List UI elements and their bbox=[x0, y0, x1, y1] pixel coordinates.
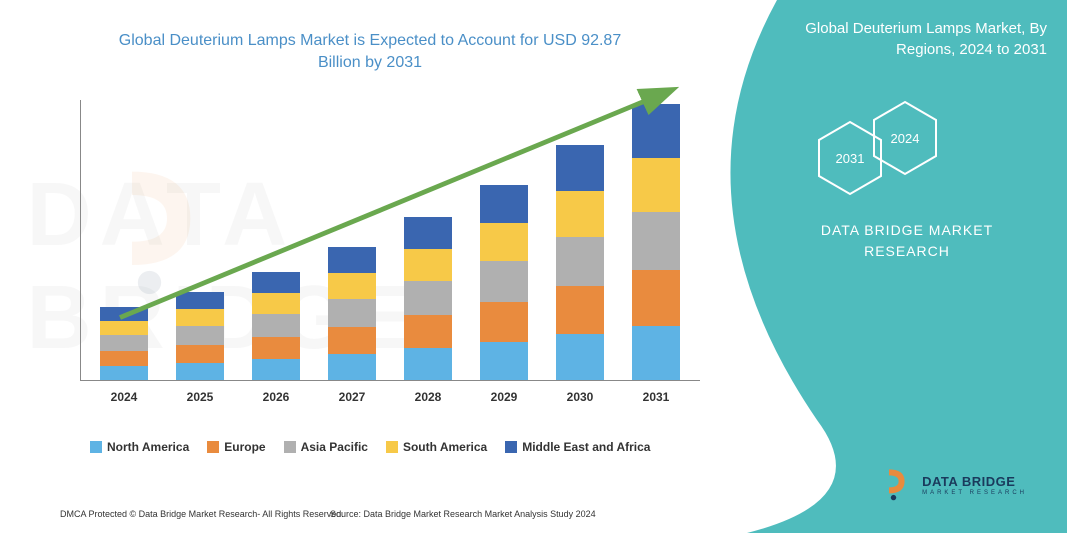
hexagon-group: 2031 2024 bbox=[817, 100, 977, 200]
bar-segment bbox=[100, 366, 148, 380]
bar-column: 2031 bbox=[632, 104, 680, 380]
bar-segment bbox=[328, 299, 376, 327]
side-panel-title: Global Deuterium Lamps Market, By Region… bbox=[767, 18, 1047, 60]
legend-item: North America bbox=[90, 440, 189, 454]
bar-segment bbox=[404, 348, 452, 380]
bar-x-label: 2029 bbox=[480, 390, 528, 404]
bar-column: 2026 bbox=[252, 272, 300, 380]
logo-text: DATA BRIDGE MARKET RESEARCH bbox=[922, 475, 1027, 496]
bar-segment bbox=[252, 314, 300, 337]
bar-segment bbox=[176, 326, 224, 345]
legend: North America Europe Asia Pacific South Ame… bbox=[90, 440, 650, 454]
side-panel-subtitle: DATA BRIDGE MARKET RESEARCH bbox=[802, 220, 1012, 262]
bar-segment bbox=[176, 292, 224, 309]
bar-column: 2025 bbox=[176, 292, 224, 380]
legend-label: South America bbox=[403, 440, 487, 454]
bar-segment bbox=[252, 359, 300, 380]
bar-segment bbox=[100, 351, 148, 366]
bar-column: 2029 bbox=[480, 185, 528, 380]
bar-x-label: 2027 bbox=[328, 390, 376, 404]
bar-x-label: 2030 bbox=[556, 390, 604, 404]
bar-segment bbox=[328, 247, 376, 273]
hexagon-label-a: 2031 bbox=[836, 151, 865, 166]
legend-swatch bbox=[207, 441, 219, 453]
logo-text-main: DATA BRIDGE bbox=[922, 475, 1027, 488]
bar-segment bbox=[328, 273, 376, 299]
legend-label: North America bbox=[107, 440, 189, 454]
chart-container: 2024 2025 2026 2027 2028 2029 2030 2031 bbox=[80, 100, 700, 410]
bar-segment bbox=[632, 158, 680, 212]
bar-segment bbox=[632, 212, 680, 270]
bars-group: 2024 2025 2026 2027 2028 2029 2030 2031 bbox=[100, 104, 680, 380]
bar-segment bbox=[176, 345, 224, 363]
bar-segment bbox=[328, 327, 376, 354]
bar-segment bbox=[480, 302, 528, 342]
bar-segment bbox=[632, 270, 680, 326]
side-panel-bg bbox=[697, 0, 1067, 533]
bar-segment bbox=[100, 335, 148, 351]
bar-segment bbox=[100, 307, 148, 321]
bar-x-label: 2028 bbox=[404, 390, 452, 404]
footer-source: Source: Data Bridge Market Research Mark… bbox=[330, 509, 596, 519]
bar-segment bbox=[404, 249, 452, 281]
bar-segment bbox=[328, 354, 376, 380]
legend-swatch bbox=[505, 441, 517, 453]
bar-segment bbox=[404, 281, 452, 315]
bar-segment bbox=[480, 342, 528, 380]
bar-segment bbox=[100, 321, 148, 335]
legend-swatch bbox=[90, 441, 102, 453]
bar-segment bbox=[480, 185, 528, 223]
bar-column: 2027 bbox=[328, 247, 376, 380]
footer-dmca: DMCA Protected © Data Bridge Market Rese… bbox=[60, 509, 344, 519]
bar-segment bbox=[556, 286, 604, 334]
main-chart-area: Global Deuterium Lamps Market is Expecte… bbox=[0, 0, 730, 533]
legend-swatch bbox=[284, 441, 296, 453]
bar-segment bbox=[556, 237, 604, 286]
bar-segment bbox=[404, 217, 452, 249]
legend-label: Europe bbox=[224, 440, 265, 454]
bar-column: 2028 bbox=[404, 217, 452, 380]
bar-segment bbox=[252, 272, 300, 293]
bar-segment bbox=[480, 261, 528, 302]
legend-label: Asia Pacific bbox=[301, 440, 368, 454]
y-axis bbox=[80, 100, 81, 380]
chart-title: Global Deuterium Lamps Market is Expecte… bbox=[100, 30, 640, 75]
bar-segment bbox=[632, 326, 680, 380]
bar-segment bbox=[252, 337, 300, 359]
bar-segment bbox=[176, 309, 224, 326]
hexagon-2024: 2024 bbox=[872, 100, 938, 176]
logo-text-sub: MARKET RESEARCH bbox=[922, 490, 1027, 496]
bar-segment bbox=[632, 104, 680, 158]
bar-x-label: 2025 bbox=[176, 390, 224, 404]
bar-segment bbox=[556, 145, 604, 191]
brand-logo: DATA BRIDGE MARKET RESEARCH bbox=[882, 467, 1027, 503]
bar-column: 2024 bbox=[100, 307, 148, 380]
logo-mark-icon bbox=[882, 467, 914, 503]
bar-segment bbox=[556, 191, 604, 237]
legend-item: Europe bbox=[207, 440, 265, 454]
bar-column: 2030 bbox=[556, 145, 604, 380]
hexagon-label-b: 2024 bbox=[891, 131, 920, 146]
bar-x-label: 2031 bbox=[632, 390, 680, 404]
side-panel: Global Deuterium Lamps Market, By Region… bbox=[697, 0, 1067, 533]
bar-x-label: 2024 bbox=[100, 390, 148, 404]
legend-item: South America bbox=[386, 440, 487, 454]
bar-segment bbox=[404, 315, 452, 348]
x-axis bbox=[80, 380, 700, 381]
bar-segment bbox=[556, 334, 604, 380]
bar-segment bbox=[480, 223, 528, 261]
legend-item: Asia Pacific bbox=[284, 440, 368, 454]
bar-segment bbox=[252, 293, 300, 314]
legend-swatch bbox=[386, 441, 398, 453]
legend-label: Middle East and Africa bbox=[522, 440, 650, 454]
bar-x-label: 2026 bbox=[252, 390, 300, 404]
legend-item: Middle East and Africa bbox=[505, 440, 650, 454]
bar-segment bbox=[176, 363, 224, 380]
